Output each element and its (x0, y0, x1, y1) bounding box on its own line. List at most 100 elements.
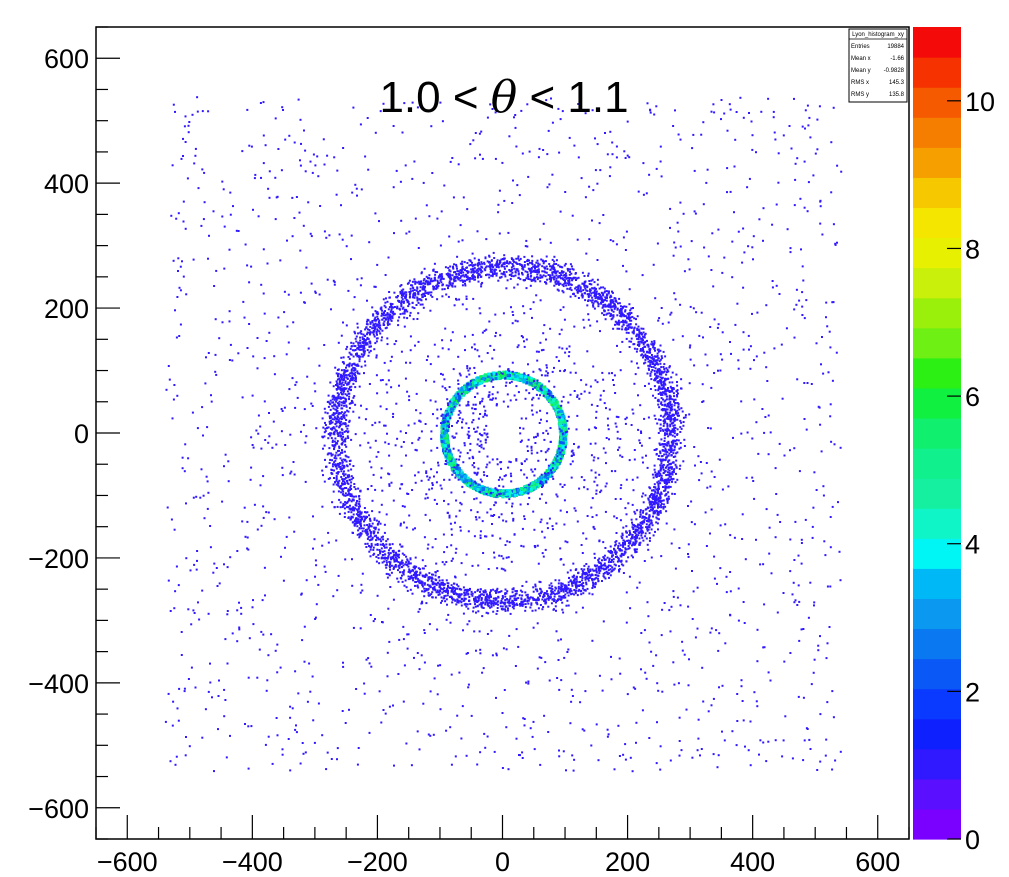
histogram-bin (555, 459, 559, 463)
histogram-bin (536, 271, 539, 274)
histogram-bin (585, 575, 588, 578)
histogram-bin (630, 307, 633, 310)
histogram-bin (553, 465, 557, 469)
histogram-bin (569, 283, 572, 286)
histogram-bin (607, 569, 610, 572)
histogram-bin (669, 385, 672, 388)
histogram-bin (504, 595, 507, 598)
histogram-bin (589, 568, 592, 571)
histogram-bin (544, 388, 548, 392)
histogram-bin (604, 577, 607, 580)
histogram-bin (440, 435, 444, 439)
histogram-bin (550, 402, 554, 406)
histogram-bin (667, 491, 670, 494)
histogram-bin (550, 276, 553, 279)
histogram-bin (525, 484, 529, 488)
histogram-bin (655, 497, 658, 499)
histogram-bin (670, 418, 673, 421)
histogram-bin (660, 438, 663, 441)
histogram-bin (414, 280, 417, 283)
histogram-bin (443, 431, 447, 435)
histogram-bin (508, 598, 511, 601)
histogram-bin (327, 426, 330, 429)
histogram-bin (352, 513, 355, 516)
histogram-bin (453, 593, 456, 595)
histogram-bin (529, 379, 533, 383)
histogram-bin (440, 443, 444, 447)
histogram-bin (660, 384, 663, 387)
histogram-bin (586, 567, 589, 570)
histogram-bin (499, 276, 502, 279)
histogram-bin (612, 314, 615, 317)
histogram-bin (427, 292, 430, 295)
histogram-bin (344, 423, 347, 426)
histogram-bin (682, 424, 685, 427)
histogram-bin (647, 498, 650, 501)
histogram-bin (664, 447, 667, 450)
histogram-bin (680, 421, 683, 424)
histogram-bin (668, 411, 671, 414)
histogram-bin (559, 421, 562, 424)
histogram-bin (345, 404, 348, 407)
histogram-bin (335, 408, 338, 411)
histogram-bin (660, 370, 663, 373)
histogram-bin (436, 271, 439, 274)
histogram-bin (334, 366, 337, 369)
histogram-bin (605, 297, 608, 299)
histogram-bin (670, 387, 673, 389)
histogram-bin (445, 598, 448, 601)
histogram-bin (625, 560, 628, 563)
histogram-bin (345, 430, 348, 433)
histogram-bin (337, 481, 340, 484)
histogram-bin (669, 423, 672, 426)
histogram-bin (618, 323, 620, 326)
histogram-bin (562, 431, 566, 435)
histogram-bin (569, 286, 572, 289)
histogram-bin (586, 293, 589, 296)
histogram-bin (654, 372, 657, 375)
histogram-bin (676, 395, 679, 398)
histogram-bin (340, 369, 343, 372)
histogram-bin (513, 597, 516, 600)
histogram-bin (558, 272, 561, 274)
histogram-bin (641, 530, 644, 533)
histogram-bin (476, 604, 479, 607)
histogram-bin (446, 274, 449, 277)
histogram-bin (482, 594, 485, 597)
histogram-bin (622, 564, 625, 567)
histogram-bin (469, 587, 471, 590)
histogram-bin (360, 525, 362, 528)
histogram-bin (671, 472, 674, 475)
histogram-bin (604, 568, 607, 571)
histogram-bin (466, 262, 469, 264)
histogram-bin (676, 418, 679, 421)
histogram-bin (424, 292, 427, 295)
histogram-bin (501, 608, 504, 611)
histogram-bin (363, 515, 365, 518)
histogram-bin (463, 385, 467, 389)
histogram-bin (339, 434, 342, 437)
histogram-bin (354, 337, 357, 340)
histogram-bin (503, 265, 506, 268)
histogram-bin (451, 463, 454, 467)
histogram-bin (659, 423, 662, 426)
histogram-bin (665, 408, 668, 411)
histogram-bin (564, 437, 567, 441)
histogram-bin (338, 383, 341, 386)
histogram-bin (537, 607, 540, 610)
histogram-bin (657, 458, 660, 461)
histogram-bin (622, 319, 624, 322)
histogram-bin (341, 378, 344, 381)
histogram-bin (618, 302, 621, 305)
histogram-bin (437, 276, 440, 279)
histogram-bin (675, 466, 678, 469)
histogram-bin (665, 474, 668, 477)
histogram-bin (332, 490, 335, 493)
histogram-bin (356, 509, 359, 512)
histogram-bin (345, 425, 348, 428)
histogram-bin (431, 576, 433, 579)
histogram-bin (672, 477, 675, 480)
histogram-bin (468, 280, 471, 283)
histogram-bin (635, 318, 637, 321)
histogram-bin (485, 376, 489, 380)
